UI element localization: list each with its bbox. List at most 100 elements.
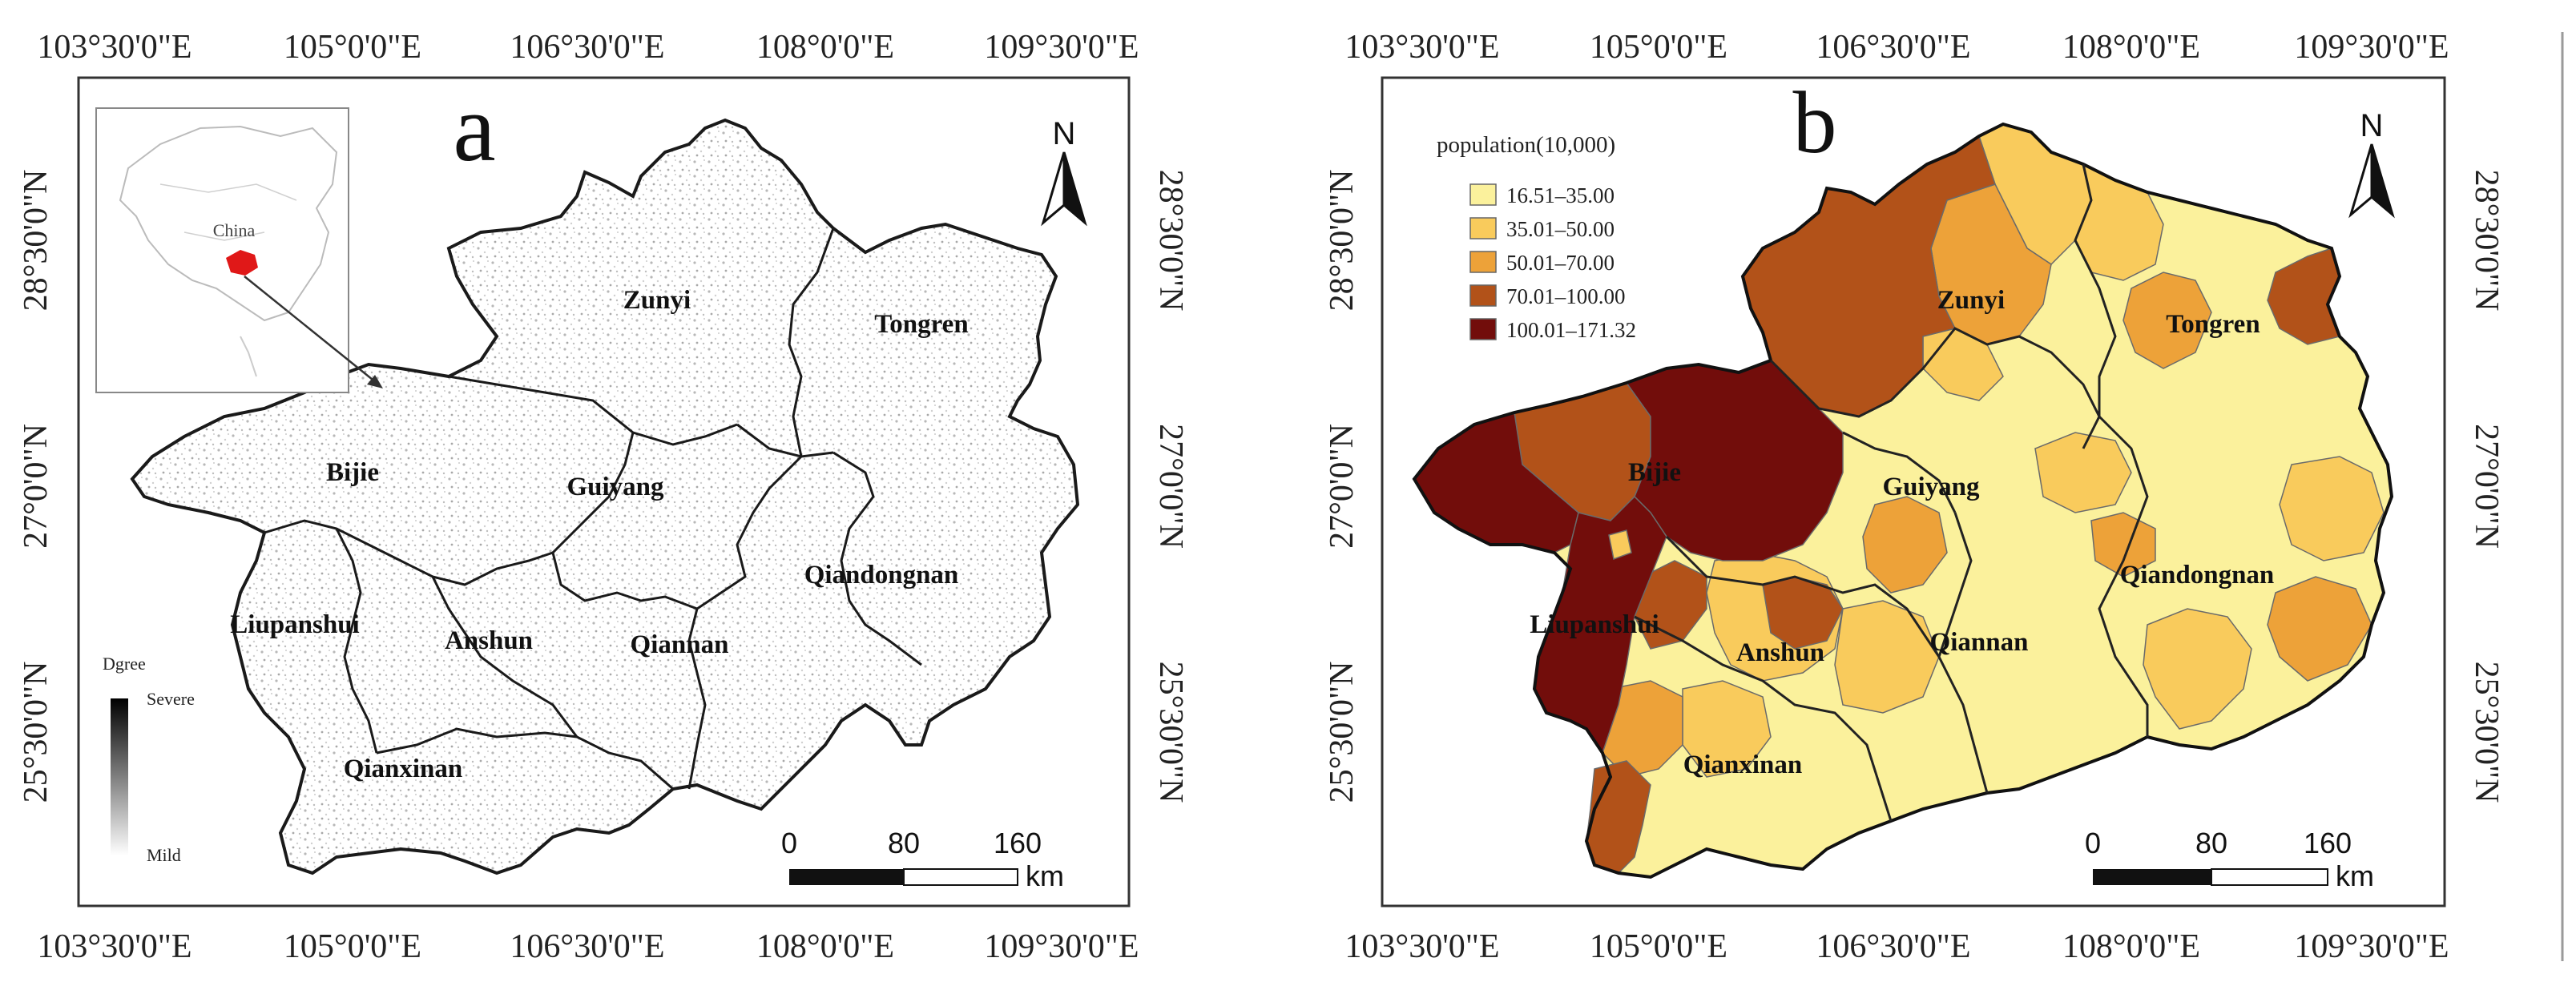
y-tick-a-left-2: 25°30'0"N: [18, 662, 54, 803]
x-tick-b-top-4: 109°30'0"E: [2294, 29, 2449, 66]
legend-row-4: 100.01–171.32: [1469, 318, 1636, 342]
y-tick-b-right-1: 27°0'0"N: [2468, 424, 2505, 549]
china-inset: China: [95, 107, 383, 393]
y-tick-a-right-2: 25°30'0"N: [1152, 662, 1189, 803]
y-tick-b-right-0: 28°30'0"N: [2468, 170, 2505, 312]
degree-gradient-bar: [111, 698, 128, 855]
x-tick-a-top-2: 106°30'0"E: [510, 29, 664, 66]
province-outline-a: [130, 118, 1080, 875]
region-b-class2-i: [1682, 680, 1772, 778]
scale-b-unit: km: [2336, 859, 2374, 892]
inset-arrow-head: [367, 375, 383, 388]
legend-label-3: 70.01–100.00: [1506, 284, 1626, 308]
region-label-b-bijie: Bijie: [1628, 458, 1681, 487]
region-b-class3-b: [2122, 272, 2212, 369]
region-b-class3-c: [1862, 496, 1948, 594]
scale-bar-a: 0 80 160 km: [781, 827, 1064, 892]
x-tick-a-top-3: 108°0'0"E: [756, 29, 894, 66]
y-ticks-right-b: 28°30'0"N 27°0'0"N 25°30'0"N: [2468, 170, 2505, 803]
legend-row-1: 35.01–50.00: [1469, 217, 1615, 241]
scale-b-t2: 160: [2304, 827, 2352, 859]
degree-legend: Dgree Severe Mild: [103, 654, 195, 865]
x-tick-b-bot-2: 106°30'0"E: [1816, 928, 1970, 965]
legend-swatch-1: [1469, 217, 1497, 239]
legend-label-4: 100.01–171.32: [1506, 318, 1636, 342]
x-ticks-bottom-a: 103°30'0"E 105°0'0"E 106°30'0"E 108°0'0"…: [37, 928, 1139, 965]
north-arrow-b: N: [2348, 108, 2395, 219]
x-tick-a-bot-4: 109°30'0"E: [984, 928, 1139, 965]
population-legend: population(10,000) 16.51–35.00 35.01–50.…: [1437, 132, 1636, 342]
region-label-a-bijie: Bijie: [326, 458, 379, 487]
guizhou-highlight: [226, 250, 258, 276]
legend-row-3: 70.01–100.00: [1469, 284, 1626, 308]
y-tick-b-right-2: 25°30'0"N: [2468, 662, 2505, 803]
x-tick-b-bot-3: 108°0'0"E: [2062, 928, 2200, 965]
region-label-a-zunyi: Zunyi: [623, 286, 691, 315]
region-b-class2-g: [2279, 456, 2385, 561]
x-tick-a-top-1: 105°0'0"E: [284, 29, 421, 66]
region-b-class3-d: [2267, 576, 2372, 682]
region-label-b-zunyi: Zunyi: [1937, 286, 2005, 315]
inset-frame: [95, 107, 349, 393]
x-tick-b-top-3: 108°0'0"E: [2062, 29, 2200, 66]
region-b-class2-e: [1834, 600, 1940, 714]
y-tick-a-right-0: 28°30'0"N: [1152, 170, 1189, 312]
legend-swatch-0: [1469, 183, 1497, 206]
scale-b-t1: 80: [2195, 827, 2227, 859]
region-labels-a: Zunyi Tongren Bijie Guiyang Qiandongnan …: [230, 286, 968, 783]
y-tick-a-left-1: 27°0'0"N: [18, 424, 54, 549]
region-b-class4-qianxinan-s: [1586, 760, 1651, 874]
north-label-a: N: [1053, 116, 1076, 151]
x-ticks-bottom-b: 103°30'0"E 105°0'0"E 106°30'0"E 108°0'0"…: [1344, 928, 2449, 965]
region-label-a-anshun: Anshun: [445, 626, 533, 655]
region-b-class2-f: [2143, 608, 2252, 730]
region-label-b-tongren: Tongren: [2166, 310, 2260, 339]
region-b-class2-h: [2034, 432, 2132, 513]
guizhou-degree-map: [130, 118, 1080, 875]
x-tick-b-bot-0: 103°30'0"E: [1344, 928, 1499, 965]
legend-label-2: 50.01–70.00: [1506, 251, 1615, 275]
region-labels-b: Zunyi Tongren Bijie Guiyang Qiandongnan …: [1530, 286, 2274, 779]
region-label-b-qianxinan: Qianxinan: [1683, 751, 1803, 779]
scale-a-t0: 0: [781, 827, 797, 859]
degree-legend-low: Mild: [147, 845, 181, 865]
region-b-class3-f: [2090, 512, 2156, 578]
region-label-a-qiannan: Qiannan: [631, 630, 729, 659]
guizhou-population-map: [1412, 122, 2394, 879]
region-label-b-qiandongnan: Qiandongnan: [2120, 561, 2275, 590]
region-label-b-anshun: Anshun: [1736, 638, 1824, 667]
y-ticks-left-a: 28°30'0"N 27°0'0"N 25°30'0"N: [18, 170, 54, 803]
prefecture-boundaries-a: [264, 227, 922, 791]
population-legend-title: population(10,000): [1437, 132, 1615, 158]
legend-swatch-2: [1469, 251, 1497, 273]
legend-label-0: 16.51–35.00: [1506, 183, 1615, 207]
region-label-a-qiandongnan: Qiandongnan: [804, 561, 959, 590]
x-tick-a-bot-3: 108°0'0"E: [756, 928, 894, 965]
scale-a-t2: 160: [994, 827, 1042, 859]
region-label-a-guiyang: Guiyang: [566, 473, 664, 501]
china-outline: [119, 125, 338, 322]
region-label-a-tongren: Tongren: [874, 310, 968, 339]
y-tick-b-left-2: 25°30'0"N: [1324, 662, 1361, 803]
inset-arrow-line: [244, 276, 377, 384]
scale-bar-b: 0 80 160 km: [2085, 827, 2374, 892]
region-label-a-liupanshui: Liupanshui: [230, 610, 359, 639]
scale-a-unit: km: [1026, 859, 1064, 892]
x-ticks-top-a: 103°30'0"E 105°0'0"E 106°30'0"E 108°0'0"…: [37, 29, 1139, 66]
prefecture-boundaries-b: [1634, 163, 2149, 822]
x-tick-b-top-2: 106°30'0"E: [1816, 29, 1970, 66]
province-outline-b: [1412, 122, 2394, 879]
region-label-a-qianxinan: Qianxinan: [344, 755, 463, 783]
x-tick-b-bot-4: 109°30'0"E: [2294, 928, 2449, 965]
inset-china-label: China: [213, 220, 256, 240]
scale-b-t0: 0: [2085, 827, 2101, 859]
region-label-b-liupanshui: Liupanshui: [1530, 610, 1659, 639]
panel-label-a: a: [453, 74, 495, 181]
region-label-b-qiannan: Qiannan: [1930, 628, 2029, 657]
x-tick-b-top-0: 103°30'0"E: [1344, 29, 1499, 66]
panel-label-b: b: [1793, 74, 1837, 171]
north-arrow-a: N: [1041, 116, 1087, 227]
legend-swatch-3: [1469, 284, 1497, 307]
degree-legend-title: Dgree: [103, 654, 146, 674]
